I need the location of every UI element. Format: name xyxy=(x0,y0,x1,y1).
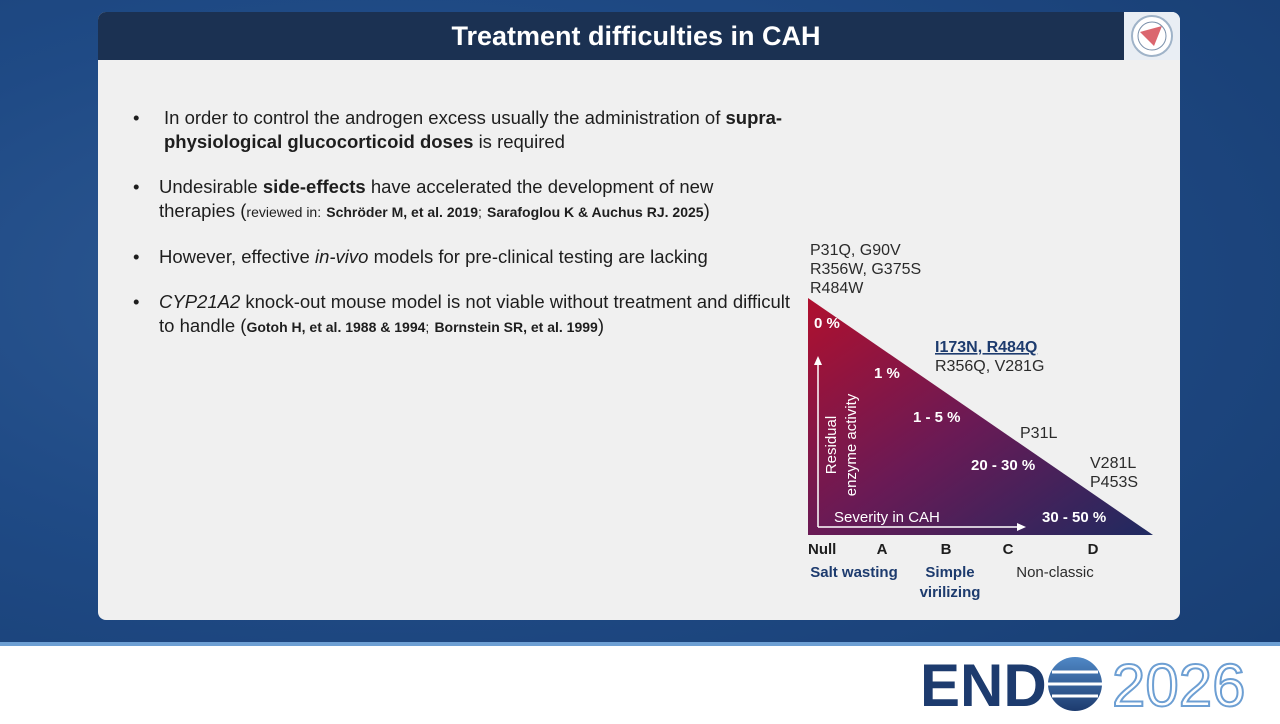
group-label: C xyxy=(1003,541,1014,558)
activity-label: 1 % xyxy=(874,365,900,382)
text: knock-out mouse model is not viable with… xyxy=(159,291,791,336)
activity-label: 1 - 5 % xyxy=(913,409,961,426)
bullet: However, effective in-vivo models for pr… xyxy=(133,245,793,269)
logo-globe-lines xyxy=(1048,670,1102,698)
group-label: Null xyxy=(808,541,836,558)
activity-label: 0 % xyxy=(814,315,840,332)
phenotype-label: Simple xyxy=(925,564,974,581)
citation: Schröder M, et al. 2019 xyxy=(326,204,478,220)
text: have accelerated the development of new … xyxy=(159,176,714,221)
arrow-head xyxy=(1017,523,1026,531)
bullet: Undesirable side-effects have accelerate… xyxy=(133,175,793,224)
society-emblem xyxy=(1124,12,1180,60)
severity-triangle xyxy=(808,298,1153,535)
text: ) xyxy=(597,315,605,336)
citation: Gotoh H, et al. 1988 & 1994 xyxy=(246,319,426,335)
phenotype-label: Non-classic xyxy=(1016,564,1094,581)
mutation-label: R484W xyxy=(810,280,864,297)
axis-label: enzyme activity xyxy=(843,393,860,496)
group-label: B xyxy=(941,541,952,558)
text: In order to control the androgen excess … xyxy=(164,107,721,128)
text: in-vivo xyxy=(314,246,369,267)
phenotype-label: virilizing xyxy=(920,584,981,601)
mutation-label: P453S xyxy=(1090,474,1138,491)
logo-text: 2026 xyxy=(1112,652,1245,719)
mutation-label: R356W, G375S xyxy=(810,261,921,278)
mutation-label: R356Q, V281G xyxy=(935,358,1044,375)
group-label: D xyxy=(1088,541,1099,558)
axis-label: Residual xyxy=(823,416,840,474)
bullet: CYP21A2 knock-out mouse model is not via… xyxy=(133,290,793,339)
text: supra-physiological glucocorticoid doses xyxy=(164,107,783,152)
emblem-icon xyxy=(1131,15,1173,57)
arrow-head xyxy=(814,356,822,365)
text: However, effective xyxy=(159,246,310,267)
text: CYP21A2 xyxy=(159,291,241,312)
text: ) xyxy=(703,200,710,221)
mutation-label: P31L xyxy=(1020,425,1057,442)
activity-label: 20 - 30 % xyxy=(971,457,1035,474)
text: ; xyxy=(425,319,430,335)
logo-text: END xyxy=(920,652,1047,719)
slide-title: Treatment difficulties in CAH xyxy=(451,20,821,51)
axis-label: Severity in CAH xyxy=(834,509,940,526)
citation: Sarafoglou K & Auchus RJ. 2025 xyxy=(487,204,704,220)
title-bar: Treatment difficulties in CAH xyxy=(98,12,1124,60)
text: Undesirable xyxy=(159,176,258,197)
text: reviewed in: xyxy=(246,204,322,220)
citation: Bornstein SR, et al. 1999 xyxy=(434,319,598,335)
bullet: In order to control the androgen excess … xyxy=(133,106,793,154)
text: side-effects xyxy=(262,176,366,197)
text: is required xyxy=(478,131,565,152)
mutation-label: V281L xyxy=(1090,455,1136,472)
phenotype-label: Salt wasting xyxy=(810,564,898,581)
text: ; xyxy=(477,204,482,220)
group-label: A xyxy=(877,541,888,558)
activity-label: 30 - 50 % xyxy=(1042,509,1106,526)
mutation-label: I173N, R484Q xyxy=(935,339,1037,356)
mutation-label: P31Q, G90V xyxy=(810,242,901,259)
text: models for pre-clinical testing are lack… xyxy=(373,246,708,267)
bullet-list: In order to control the androgen excess … xyxy=(133,106,793,360)
